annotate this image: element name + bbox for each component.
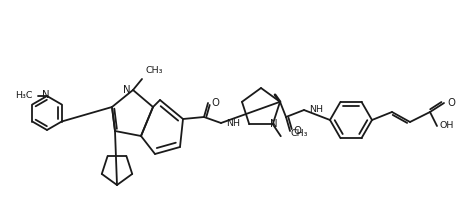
Text: N: N — [42, 90, 50, 100]
Text: CH₃: CH₃ — [146, 66, 163, 75]
Text: O: O — [447, 98, 455, 108]
Text: OH: OH — [440, 121, 454, 130]
Text: H₃C: H₃C — [15, 92, 33, 101]
Text: N: N — [270, 119, 277, 129]
Text: O: O — [211, 98, 219, 108]
Text: O: O — [293, 126, 301, 136]
Text: N: N — [123, 85, 131, 95]
Text: CH₃: CH₃ — [291, 129, 308, 138]
Text: NH: NH — [226, 119, 240, 127]
Text: NH: NH — [309, 105, 323, 115]
